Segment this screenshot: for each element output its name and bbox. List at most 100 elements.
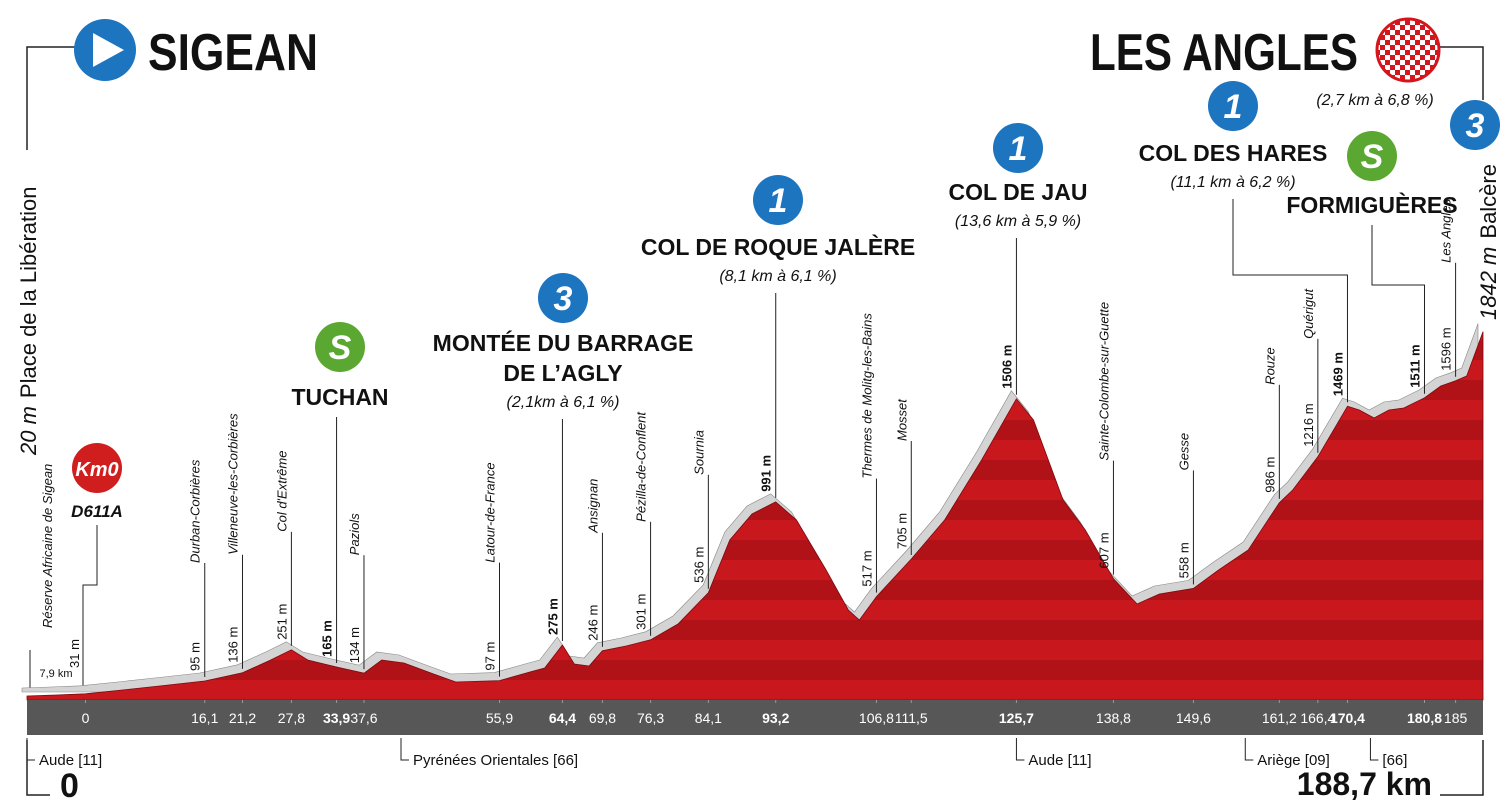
- climb-badge: [753, 175, 803, 225]
- marker-altitude: 1216 m: [1301, 403, 1316, 446]
- km-band: [27, 700, 1483, 735]
- marker-name: Villeneuve-les-Corbières: [226, 413, 241, 555]
- x-tick-label: 16,1: [191, 710, 218, 726]
- department-name: Ariège [09]: [1257, 752, 1330, 769]
- marker-altitude: 1596 m: [1439, 327, 1454, 370]
- x-tick-label: 166,4: [1300, 710, 1335, 726]
- x-tick-label: 69,8: [589, 710, 616, 726]
- start-arrow: [93, 33, 124, 67]
- marker-name: Durban-Corbières: [188, 459, 203, 563]
- climb-detail: (11,1 km à 6,2 %): [1170, 174, 1295, 191]
- x-tick-label: 84,1: [695, 710, 722, 726]
- marker-name: Quérigut: [1301, 288, 1316, 339]
- x-tick-label: 64,4: [549, 710, 576, 726]
- climb-badge-text: 1: [769, 182, 788, 220]
- climb-badge: [1208, 81, 1258, 131]
- x-tick-label: 106,8: [859, 710, 894, 726]
- start-place: 20 mPlace de la Libération: [16, 186, 41, 456]
- km0-badge: [72, 443, 122, 493]
- marker-altitude: 301 m: [634, 594, 649, 630]
- department-name: [66]: [1382, 752, 1407, 769]
- climb-detail: (2,1km à 6,1 %): [507, 394, 620, 411]
- x-tick-label: 0: [82, 710, 90, 726]
- marker-altitude: 991 m: [759, 455, 774, 492]
- climb-badge: [1347, 131, 1397, 181]
- marker-altitude: 97 m: [482, 642, 497, 671]
- km0-line: [82, 525, 98, 690]
- marker-name: Sainte-Colombe-sur-Guette: [1096, 302, 1111, 461]
- department-line: [1369, 738, 1379, 761]
- marker-altitude: 275 m: [545, 598, 560, 635]
- x-tick-label: 21,2: [229, 710, 256, 726]
- marker-altitude: 31 m: [67, 639, 82, 668]
- x-tick-label: 185: [1444, 710, 1468, 726]
- department-name: Aude [11]: [1028, 752, 1091, 769]
- marker-altitude: 136 m: [226, 627, 241, 663]
- marker-altitude: 95 m: [188, 642, 203, 671]
- marker-name: Les Angles: [1439, 198, 1454, 262]
- climb-detail: (8,1 km à 6,1 %): [719, 268, 836, 285]
- x-tick-label: 111,5: [895, 710, 928, 726]
- neutral-place: Réserve Africaine de Sigean: [40, 464, 55, 628]
- climb-badge: [315, 322, 365, 372]
- x-tick-label: 93,2: [762, 710, 789, 726]
- neutral-distance: 7,9 km: [39, 668, 72, 680]
- climb-name: COL DES HARES: [1139, 140, 1328, 166]
- marker-name: Mosset: [894, 398, 909, 441]
- department-line: [1244, 738, 1254, 761]
- department-line: [1015, 738, 1025, 761]
- marker-name: Pézilla-de-Conflent: [634, 411, 649, 522]
- start-km: 0: [60, 767, 79, 805]
- marker-name: Ansignan: [585, 479, 600, 534]
- start-bracket: [26, 46, 75, 150]
- x-tick-label: 138,8: [1096, 710, 1131, 726]
- finish-bracket: [1440, 46, 1484, 100]
- finish-climb-detail: (2,7 km à 6,8 %): [1316, 92, 1433, 109]
- profile-area: [26, 331, 1484, 701]
- marker-name: Col d'Extrême: [274, 451, 289, 532]
- start-name: SIGEAN: [148, 24, 318, 82]
- x-tick-label: 161,2: [1262, 710, 1297, 726]
- marker-altitude: 986 m: [1262, 457, 1277, 493]
- finish-climb-badge: [1450, 100, 1500, 150]
- finish-place: 1842 mBalcère: [1476, 164, 1501, 320]
- x-tick-label: 37,6: [350, 710, 377, 726]
- marker-altitude: 1469 m: [1330, 352, 1345, 396]
- marker-name: Latour-de-France: [482, 462, 497, 562]
- climb-name: COL DE JAU: [949, 179, 1088, 205]
- marker-name: Gesse: [1176, 433, 1191, 471]
- climb-line: [1232, 199, 1348, 403]
- department-name: Pyrénées Orientales [66]: [413, 752, 578, 769]
- x-tick-label: 170,4: [1330, 710, 1365, 726]
- marker-name: Rouze: [1262, 347, 1277, 385]
- climb-badge: [538, 273, 588, 323]
- climb-badge-text: S: [329, 329, 352, 367]
- climb-name: COL DE ROQUE JALÈRE: [641, 233, 915, 260]
- km0-text: Km0: [75, 459, 118, 481]
- marker-altitude: 134 m: [347, 627, 362, 663]
- climb-badge-text: 3: [554, 280, 573, 318]
- climb-badge-text: 1: [1224, 88, 1243, 126]
- climb-name: DE L’AGLY: [503, 360, 622, 386]
- plot: 3 0 16,1 21,2 27,8 33,9 37,6 55,9 64,4 69,8 76,3 84…: [21, 81, 1500, 769]
- road-name: D611A: [71, 502, 123, 521]
- x-tick-label: 55,9: [486, 710, 513, 726]
- marker-altitude: 165 m: [320, 620, 335, 657]
- finish-flag: [1375, 17, 1441, 83]
- climb-name: TUCHAN: [291, 384, 388, 410]
- marker-altitude: 1511 m: [1407, 344, 1422, 387]
- x-tick-label: 180,8: [1407, 710, 1442, 726]
- x-tick-label: 125,7: [999, 710, 1034, 726]
- climb-badge-text: 1: [1009, 130, 1028, 168]
- marker-name: Paziols: [347, 513, 362, 555]
- climb-name: MONTÉE DU BARRAGE: [433, 329, 694, 356]
- finish-km-bracket: [1440, 740, 1484, 796]
- climb-badge-text: S: [1361, 138, 1384, 176]
- marker-altitude: 517 m: [859, 550, 874, 586]
- department-line: [400, 738, 409, 761]
- finish-distance: 188,7 km: [1297, 766, 1432, 802]
- marker-altitude: 251 m: [274, 604, 289, 640]
- marker-altitude: 246 m: [585, 605, 600, 641]
- climb-line: [1371, 225, 1425, 394]
